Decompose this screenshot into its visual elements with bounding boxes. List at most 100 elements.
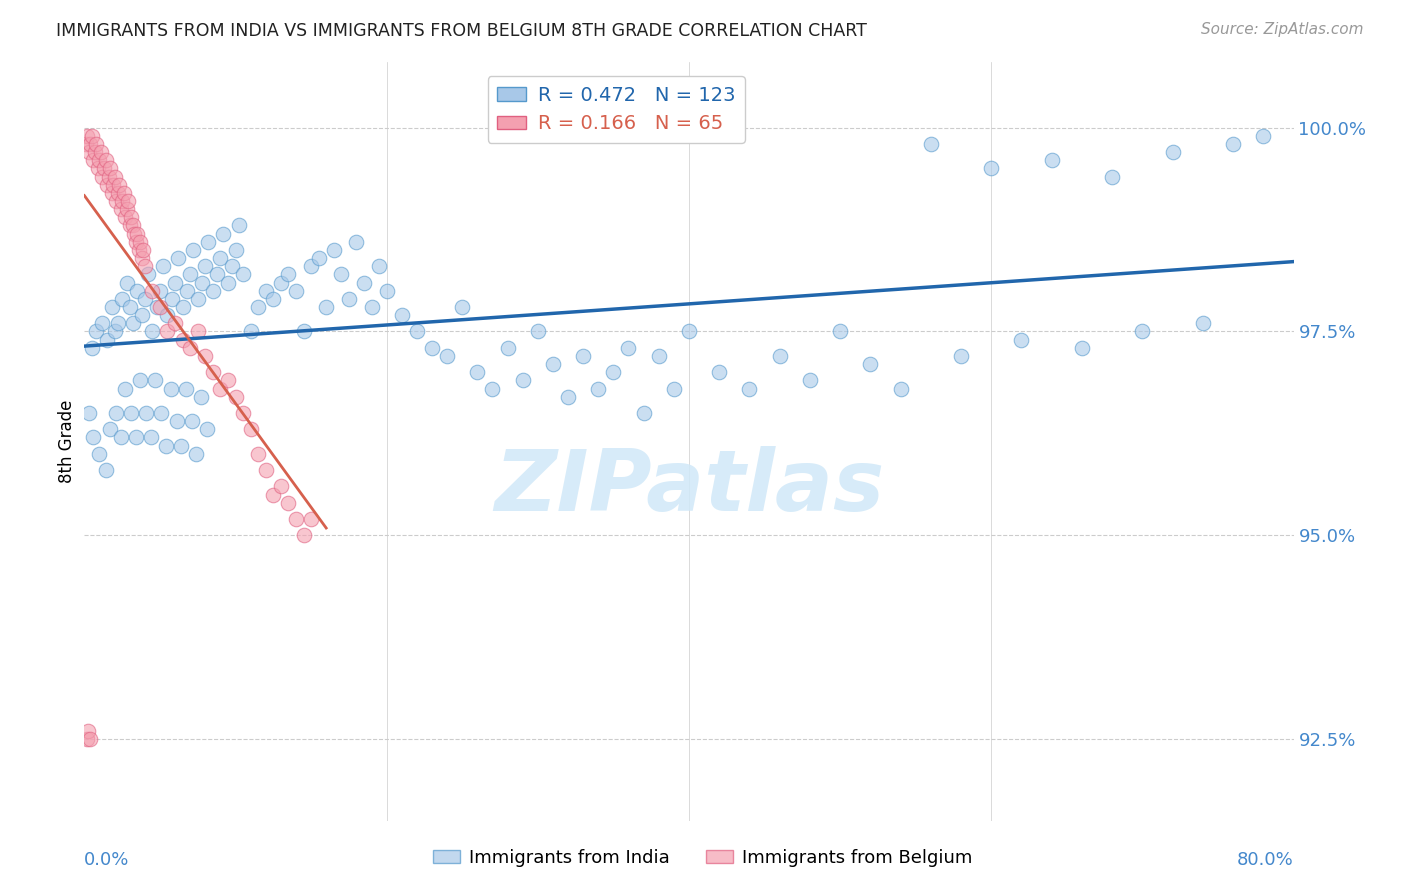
Point: [120, 406, 142, 420]
Point: [212, 227, 235, 241]
Point: [368, 259, 391, 273]
Point: [135, 406, 157, 420]
Point: [172, 300, 194, 314]
Point: [79, 136, 101, 151]
Point: [512, 373, 534, 387]
Point: [96, 178, 118, 192]
Point: [602, 365, 624, 379]
Point: [170, 439, 193, 453]
Text: Source: ZipAtlas.com: Source: ZipAtlas.com: [1201, 22, 1364, 37]
Point: [292, 528, 315, 542]
Point: [165, 316, 187, 330]
Point: [79, 732, 101, 747]
Point: [134, 259, 156, 273]
Text: 80.0%: 80.0%: [1237, 851, 1294, 869]
Point: [136, 268, 159, 282]
Point: [156, 325, 179, 339]
Point: [91, 316, 114, 330]
Point: [181, 243, 204, 257]
Point: [197, 235, 219, 249]
Point: [277, 496, 299, 510]
Point: [420, 341, 443, 355]
Point: [107, 186, 129, 200]
Point: [90, 145, 112, 160]
Point: [100, 186, 122, 200]
Text: IMMIGRANTS FROM INDIA VS IMMIGRANTS FROM BELGIUM 8TH GRADE CORRELATION CHART: IMMIGRANTS FROM INDIA VS IMMIGRANTS FROM…: [56, 22, 868, 40]
Point: [145, 373, 167, 387]
Point: [254, 284, 277, 298]
Point: [141, 325, 163, 339]
Point: [890, 382, 912, 396]
Point: [105, 194, 128, 208]
Point: [541, 357, 564, 371]
Point: [353, 276, 375, 290]
Point: [247, 300, 270, 314]
Point: [166, 414, 188, 428]
Point: [115, 202, 138, 217]
Point: [77, 145, 100, 160]
Point: [101, 178, 124, 192]
Point: [98, 161, 121, 176]
Point: [262, 292, 284, 306]
Point: [194, 259, 217, 273]
Point: [86, 136, 108, 151]
Point: [375, 284, 398, 298]
Point: [769, 349, 792, 363]
Point: [980, 161, 1002, 176]
Point: [225, 390, 247, 404]
Point: [104, 325, 127, 339]
Point: [1101, 169, 1123, 184]
Point: [120, 211, 142, 225]
Y-axis label: 8th Grade: 8th Grade: [58, 400, 76, 483]
Point: [94, 153, 117, 168]
Point: [588, 382, 610, 396]
Point: [191, 276, 214, 290]
Point: [167, 251, 190, 265]
Point: [111, 292, 134, 306]
Point: [86, 325, 108, 339]
Point: [799, 373, 821, 387]
Text: ZIPatlas: ZIPatlas: [494, 445, 884, 529]
Point: [108, 178, 131, 192]
Point: [155, 439, 177, 453]
Point: [76, 732, 98, 747]
Point: [1011, 333, 1033, 347]
Point: [1253, 128, 1275, 143]
Point: [187, 325, 209, 339]
Point: [127, 284, 149, 298]
Point: [149, 284, 172, 298]
Point: [129, 373, 152, 387]
Point: [451, 300, 474, 314]
Point: [285, 512, 308, 526]
Point: [201, 284, 224, 298]
Point: [270, 479, 292, 493]
Point: [557, 390, 579, 404]
Point: [232, 406, 254, 420]
Point: [360, 300, 382, 314]
Point: [89, 153, 111, 168]
Point: [1132, 325, 1154, 339]
Point: [176, 284, 198, 298]
Point: [115, 276, 138, 290]
Point: [80, 128, 103, 143]
Point: [149, 300, 172, 314]
Point: [129, 235, 152, 249]
Point: [139, 430, 162, 444]
Point: [330, 268, 353, 282]
Legend: Immigrants from India, Immigrants from Belgium: Immigrants from India, Immigrants from B…: [426, 842, 980, 874]
Point: [572, 349, 595, 363]
Point: [82, 430, 104, 444]
Point: [262, 487, 284, 501]
Point: [467, 365, 489, 379]
Point: [285, 284, 308, 298]
Point: [232, 268, 254, 282]
Point: [633, 406, 655, 420]
Point: [141, 284, 163, 298]
Point: [152, 259, 174, 273]
Point: [105, 406, 128, 420]
Point: [131, 251, 153, 265]
Point: [239, 422, 262, 436]
Point: [110, 202, 132, 217]
Point: [128, 243, 150, 257]
Point: [527, 325, 550, 339]
